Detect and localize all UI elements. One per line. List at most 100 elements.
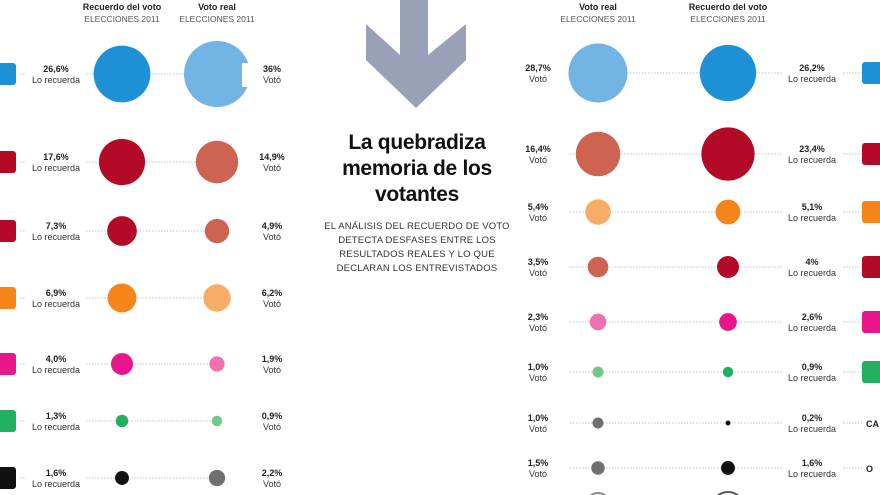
value-caption: Lo recuerda: [32, 365, 80, 375]
value-label: 2,2%: [262, 468, 283, 478]
value-label: 1,0%: [528, 362, 549, 372]
value-caption: Lo recuerda: [788, 373, 836, 383]
column-title: Recuerdo del voto: [83, 2, 162, 12]
upyd-logo-icon: [862, 311, 880, 333]
value-caption: Votó: [263, 299, 281, 309]
value-label: 6,9%: [46, 288, 67, 298]
label-bg: [26, 151, 86, 175]
value-label: 7,3%: [46, 221, 67, 231]
bubble-recuerdo: [98, 138, 146, 186]
value-caption: Lo recuerda: [788, 424, 836, 434]
label-bg: [782, 457, 842, 481]
label-bg: [508, 143, 568, 167]
label-bg: [242, 410, 302, 434]
value-label: 26,6%: [43, 64, 69, 74]
column-subtitle: ELECCIONES 2011: [560, 14, 636, 24]
bubble-recuerdo: [715, 199, 741, 225]
value-caption: Lo recuerda: [32, 163, 80, 173]
value-label: 6,2%: [262, 288, 283, 298]
label-bg: [26, 287, 86, 311]
down-arrow-icon: [366, 0, 466, 108]
label-bg: [782, 62, 842, 86]
party-logo-icon: [862, 201, 880, 223]
value-label: 1,9%: [262, 354, 283, 364]
column-title: Recuerdo del voto: [689, 2, 768, 12]
label-bg: [508, 457, 568, 481]
bubble-real: [568, 43, 628, 103]
label-bg: [242, 220, 302, 244]
value-caption: Votó: [529, 323, 547, 333]
value-caption: Lo recuerda: [788, 268, 836, 278]
value-caption: Votó: [529, 74, 547, 84]
value-label: 2,3%: [528, 312, 549, 322]
value-caption: Votó: [529, 213, 547, 223]
bubble-real: [575, 131, 621, 177]
value-label: 14,9%: [259, 152, 285, 162]
bubble-recuerdo: [699, 44, 757, 102]
column-subtitle: ELECCIONES 2011: [84, 14, 160, 24]
value-caption: Votó: [263, 422, 281, 432]
psoe-logo-icon: [0, 151, 16, 173]
bubble-recuerdo: [115, 471, 129, 485]
bubble-recuerdo: [721, 461, 735, 475]
bubble-real: [209, 356, 225, 372]
label-bg: [508, 361, 568, 385]
label-bg: [508, 201, 568, 225]
otros-logo-icon: O: [866, 464, 873, 474]
bubble-recuerdo: [725, 420, 731, 426]
value-caption: Votó: [529, 469, 547, 479]
value-caption: Lo recuerda: [788, 323, 836, 333]
bubble-real: [591, 461, 605, 475]
value-caption: Votó: [263, 163, 281, 173]
label-bg: [782, 201, 842, 225]
value-label: 0,9%: [802, 362, 823, 372]
value-label: 1,6%: [802, 458, 823, 468]
value-label: 1,6%: [46, 468, 67, 478]
bubble-recuerdo: [107, 283, 137, 313]
label-bg: [782, 256, 842, 280]
label-bg: [26, 353, 86, 377]
value-caption: Votó: [263, 75, 281, 85]
value-caption: Lo recuerda: [32, 232, 80, 242]
value-caption: Lo recuerda: [788, 469, 836, 479]
party-logo-icon: [0, 220, 16, 242]
bubble-real: [592, 417, 604, 429]
value-caption: Lo recuerda: [32, 422, 80, 432]
value-caption: Lo recuerda: [32, 75, 80, 85]
bubble-real: [203, 284, 231, 312]
value-caption: Votó: [529, 268, 547, 278]
label-bg: [782, 311, 842, 335]
label-bg: [242, 353, 302, 377]
column-title: Voto real: [579, 2, 617, 12]
value-caption: Votó: [529, 155, 547, 165]
equo-logo-icon: [0, 410, 16, 432]
bubble-recuerdo: [717, 256, 739, 278]
value-caption: Votó: [263, 365, 281, 375]
value-caption: Lo recuerda: [32, 479, 80, 489]
label-bg: [26, 410, 86, 434]
value-label: 1,5%: [528, 458, 549, 468]
label-bg: [242, 467, 302, 491]
column-subtitle: ELECCIONES 2011: [690, 14, 766, 24]
headline: La quebradiza memoria de los votantes: [342, 131, 492, 206]
label-bg: [242, 63, 302, 87]
value-label: 28,7%: [525, 63, 551, 73]
left-panel: Recuerdo del voto ELECCIONES 2011 Voto rea…: [0, 2, 302, 491]
column-subtitle: ELECCIONES 2011: [179, 14, 255, 24]
value-caption: Votó: [263, 232, 281, 242]
cropped-bubble: [717, 491, 739, 495]
label-bg: [242, 287, 302, 311]
right-panel: Voto real ELECCIONES 2011 Recuerdo del vot…: [508, 2, 880, 495]
value-caption: Votó: [529, 373, 547, 383]
bubble-recuerdo: [701, 127, 755, 181]
value-label: 16,4%: [525, 144, 551, 154]
value-label: 23,4%: [799, 144, 825, 154]
cropped-bubble: [589, 492, 607, 495]
party-logo-icon: [862, 256, 880, 278]
value-label: 3,5%: [528, 257, 549, 267]
value-caption: Votó: [529, 424, 547, 434]
value-label: 4,9%: [262, 221, 283, 231]
value-caption: Lo recuerda: [788, 74, 836, 84]
label-bg: [26, 63, 86, 87]
